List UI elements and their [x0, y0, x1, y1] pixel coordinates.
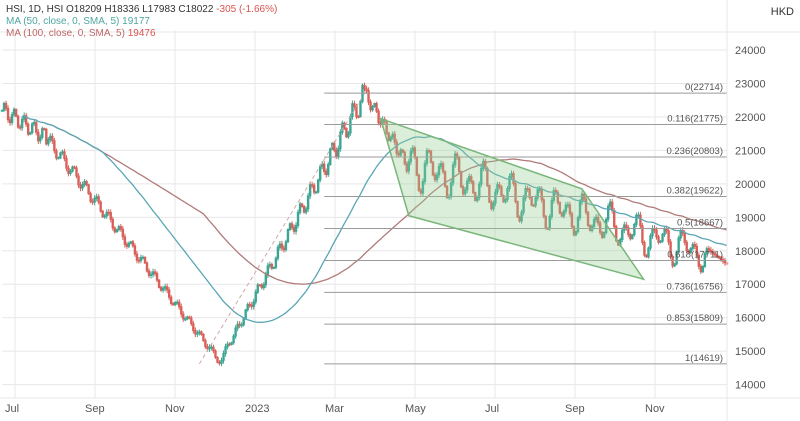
ma100-value: 19476 — [128, 28, 156, 39]
svg-text:14000: 14000 — [735, 380, 766, 392]
svg-text:22000: 22000 — [735, 112, 766, 124]
ma100-label: MA (100, close, 0, SMA, 5) — [6, 28, 125, 39]
ohlc-info-line: HSI, 1D, HSI O18209 H18336 L17983 C18022… — [6, 4, 277, 16]
svg-text:20000: 20000 — [735, 179, 766, 191]
svg-text:0.236(20803): 0.236(20803) — [666, 146, 723, 157]
svg-text:May: May — [405, 403, 426, 415]
svg-text:15000: 15000 — [735, 346, 766, 358]
svg-text:Nov: Nov — [165, 403, 185, 415]
svg-text:Jul: Jul — [5, 403, 19, 415]
hsi-chart-window: { "header": { "line1_prefix": "HSI, 1D, … — [0, 0, 800, 421]
svg-text:16000: 16000 — [735, 313, 766, 325]
svg-text:0.736(16756): 0.736(16756) — [666, 281, 723, 292]
svg-text:0.618(17711): 0.618(17711) — [667, 249, 723, 260]
svg-text:19000: 19000 — [735, 212, 766, 224]
symbol-timeframe-label: HSI, 1D, HSI — [6, 4, 63, 15]
svg-text:0.116(21775): 0.116(21775) — [667, 113, 723, 124]
ma50-label: MA (50, close, 0, SMA, 5) — [6, 16, 119, 27]
svg-text:24000: 24000 — [735, 45, 766, 57]
ma100-info-line: MA (100, close, 0, SMA, 5) 19476 — [6, 28, 277, 40]
svg-text:1(14619): 1(14619) — [685, 353, 723, 364]
svg-text:0.853(15809): 0.853(15809) — [666, 313, 723, 324]
svg-text:0.5(18667): 0.5(18667) — [677, 217, 723, 228]
svg-text:21000: 21000 — [735, 145, 766, 157]
svg-text:Mar: Mar — [325, 403, 344, 415]
price-chart-canvas[interactable]: 0(22714) 0.116(21775) 0.236(20803) 0.382(19… — [0, 0, 800, 421]
svg-text:Sep: Sep — [565, 403, 585, 415]
svg-text:0.382(19622): 0.382(19622) — [666, 186, 723, 197]
chart-header-info: HSI, 1D, HSI O18209 H18336 L17983 C18022… — [6, 4, 277, 40]
svg-text:Sep: Sep — [85, 403, 105, 415]
svg-text:Nov: Nov — [645, 403, 665, 415]
ma50-info-line: MA (50, close, 0, SMA, 5) 19177 — [6, 16, 277, 28]
svg-text:Jul: Jul — [485, 403, 499, 415]
svg-text:17000: 17000 — [735, 279, 766, 291]
svg-text:18000: 18000 — [735, 246, 766, 258]
svg-text:23000: 23000 — [735, 78, 766, 90]
price-change-label: -305 (-1.66%) — [216, 4, 277, 15]
ma50-value: 19177 — [122, 16, 150, 27]
svg-text:0(22714): 0(22714) — [685, 82, 723, 93]
currency-label: HKD — [771, 6, 794, 18]
ohlc-values: O18209 H18336 L17983 C18022 — [66, 4, 213, 15]
svg-text:2023: 2023 — [245, 403, 269, 415]
